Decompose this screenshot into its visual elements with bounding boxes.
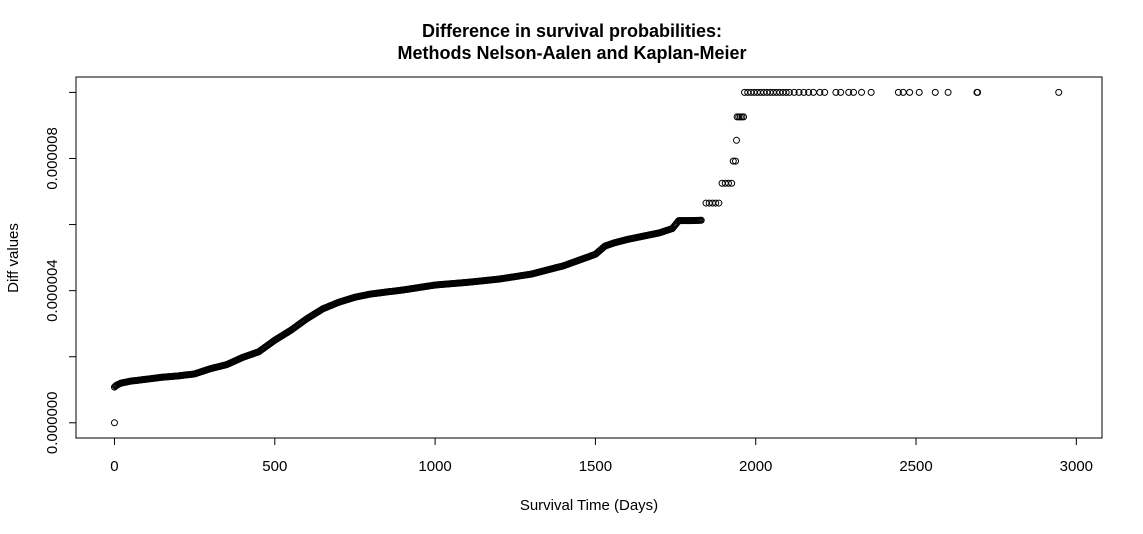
data-point — [931, 88, 939, 96]
data-point — [729, 157, 737, 165]
y-tick-label: 0.000000 — [44, 392, 61, 455]
x-axis: 0 500 1000 1500 2000 2500 3000 — [110, 437, 1093, 475]
y-tick-label: 0.000008 — [44, 127, 61, 190]
x-tick-label: 2500 — [899, 458, 932, 475]
data-point — [697, 216, 705, 224]
data-point — [110, 419, 118, 427]
x-tick-label: 0 — [110, 458, 118, 475]
chart-title: Difference in survival probabilities: — [422, 21, 722, 41]
x-tick-label: 1500 — [579, 458, 612, 475]
data-point — [894, 88, 902, 96]
data-point — [715, 199, 723, 207]
data-point — [845, 88, 853, 96]
data-point — [858, 88, 866, 96]
data-point — [805, 88, 813, 96]
x-tick-label: 3000 — [1060, 458, 1093, 475]
data-point — [728, 179, 736, 187]
y-axis: 0.000000 0.000004 0.000008 — [44, 91, 77, 455]
data-point — [816, 88, 824, 96]
data-point — [867, 88, 875, 96]
y-axis-label: Diff values — [5, 223, 22, 293]
x-axis-label: Survival Time (Days) — [520, 497, 658, 514]
data-point — [800, 88, 808, 96]
x-tick-label: 1000 — [418, 458, 451, 475]
data-point — [732, 157, 740, 165]
data-point — [785, 88, 793, 96]
data-point — [740, 113, 748, 121]
data-point — [712, 199, 720, 207]
data-point — [782, 88, 790, 96]
data-point — [837, 88, 845, 96]
x-tick-label: 2000 — [739, 458, 772, 475]
data-point — [974, 88, 982, 96]
data-point — [732, 136, 740, 144]
data-point — [790, 88, 798, 96]
data-point — [850, 88, 858, 96]
data-point — [724, 179, 732, 187]
data-point — [1055, 88, 1063, 96]
data-point — [944, 88, 952, 96]
data-point — [821, 88, 829, 96]
data-point — [915, 88, 923, 96]
chart-subtitle: Methods Nelson-Aalen and Kaplan-Meier — [397, 43, 746, 63]
data-point — [795, 88, 803, 96]
data-points — [110, 88, 1063, 427]
data-point — [906, 88, 914, 96]
data-point — [832, 88, 840, 96]
y-tick-label: 0.000004 — [44, 259, 61, 322]
x-tick-label: 500 — [262, 458, 287, 475]
